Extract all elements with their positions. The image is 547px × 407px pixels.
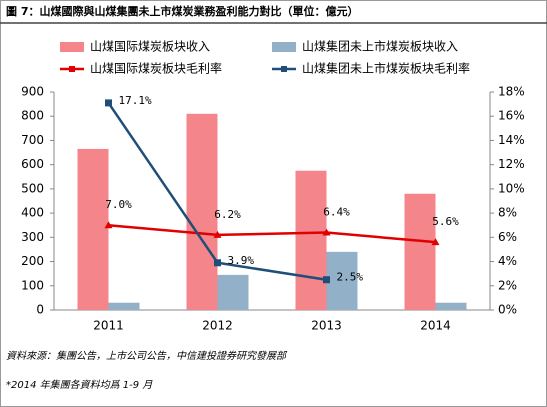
y-tick-label: 0: [36, 303, 44, 317]
y2-tick-label: 2%: [498, 278, 517, 292]
y-tick-label: 500: [21, 181, 44, 195]
value-label: 2.5%: [337, 271, 364, 284]
line: [108, 223, 436, 244]
x-tick-label: 2014: [420, 319, 451, 333]
value-label: 3.9%: [228, 254, 255, 267]
legend-marker: [69, 66, 75, 72]
y-tick-label: 800: [21, 109, 44, 123]
y2-tick-label: 18%: [498, 85, 525, 99]
bar: [217, 274, 249, 310]
y-tick-label: 700: [21, 133, 44, 147]
legend-swatch: [272, 42, 296, 52]
value-label: 7.0%: [105, 198, 132, 211]
y2-tick-label: 6%: [498, 230, 517, 244]
bar: [186, 113, 218, 310]
bar: [77, 148, 109, 310]
legend-marker: [281, 66, 287, 72]
bar: [404, 193, 436, 310]
footnote: *2014 年集團各資料均爲 1-9 月: [6, 379, 153, 391]
y-tick-label: 900: [21, 85, 44, 99]
legend-label: 山煤国际煤炭板块收入: [90, 40, 210, 54]
marker: [323, 276, 330, 284]
y-tick-label: 400: [21, 206, 44, 220]
bar: [295, 170, 327, 310]
legend-label: 山煤集团未上市煤炭板块收入: [302, 39, 458, 54]
marker: [322, 228, 331, 236]
legend-label: 山煤国际煤炭板块毛利率: [90, 61, 222, 76]
y-tick-label: 600: [21, 157, 44, 171]
y2-tick-label: 4%: [498, 254, 517, 268]
bar: [108, 302, 140, 310]
legend-swatch: [60, 42, 84, 52]
y2-tick-label: 10%: [498, 181, 525, 195]
value-label: 6.4%: [323, 205, 350, 218]
y-tick-label: 300: [21, 230, 44, 244]
marker: [213, 230, 222, 238]
y2-tick-label: 16%: [498, 109, 525, 123]
y-tick-label: 200: [21, 254, 44, 268]
marker: [431, 238, 440, 246]
marker: [105, 99, 112, 107]
y2-tick-label: 12%: [498, 157, 525, 171]
bar: [326, 251, 358, 310]
x-tick-label: 2013: [311, 319, 342, 333]
marker: [104, 221, 113, 229]
y2-tick-label: 14%: [498, 133, 525, 147]
bar: [435, 302, 467, 310]
legend-label: 山煤集团未上市煤炭板块毛利率: [302, 61, 470, 76]
value-label: 6.2%: [214, 208, 241, 221]
x-tick-label: 2011: [93, 319, 124, 333]
chart-title: 圖 7：山煤國際與山煤集團未上市煤炭業務盈利能力對比（單位：億元）: [6, 4, 358, 18]
value-label: 17.1%: [119, 94, 152, 107]
x-tick-label: 2012: [202, 319, 233, 333]
y2-tick-label: 8%: [498, 206, 517, 220]
value-label: 5.6%: [432, 215, 459, 228]
source-note: 資料來源：集團公告，上市公司公告，中信建投證券研究發展部: [6, 350, 288, 362]
y2-tick-label: 0%: [498, 303, 517, 317]
y-tick-label: 100: [21, 278, 44, 292]
marker: [214, 259, 221, 267]
